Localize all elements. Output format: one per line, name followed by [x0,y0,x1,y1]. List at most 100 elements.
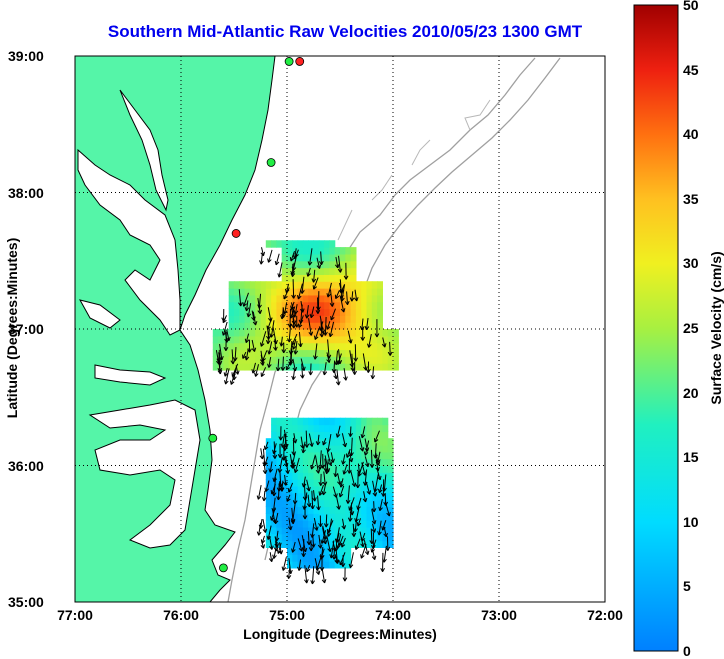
speed-cell [313,431,320,439]
speed-cell [302,335,309,344]
velocity-arrow [357,463,360,474]
speed-cell [377,540,383,548]
speed-cell [313,554,320,562]
speed-cell [281,240,288,248]
velocity-arrow [260,448,263,460]
speed-cell [271,533,277,542]
speed-cell [334,492,341,501]
speed-cell [297,547,304,555]
speed-cell [361,533,368,542]
speed-cell [302,445,309,453]
velocity-arrow [315,455,320,474]
velocity-arrowhead [280,366,286,371]
velocity-arrow [376,468,381,480]
radar-station-marker [218,563,228,573]
speed-cell [308,424,315,432]
velocity-arrowhead [276,549,282,554]
speed-cell [377,356,383,364]
velocity-arrow [351,353,354,372]
velocity-arrow [310,306,315,318]
velocity-arrow [288,558,292,574]
velocity-arrow [336,425,341,438]
velocity-arrowhead [279,487,285,492]
speed-cell [302,253,309,262]
velocity-arrowhead [366,490,372,495]
velocity-arrowhead [281,349,287,354]
speed-cell [329,499,336,508]
velocity-arrowhead [315,309,321,314]
speed-cell [334,322,341,330]
speed-cell [366,308,373,316]
velocity-arrow [281,308,284,320]
velocity-arrowhead [319,566,325,571]
speed-cell [345,533,352,542]
speed-cell [255,335,262,344]
speed-cell [308,451,315,460]
velocity-arrow [389,341,391,356]
velocity-arrow [361,462,366,476]
speed-cell [345,438,352,446]
velocity-arrow [290,348,293,363]
velocity-arrow [289,454,294,469]
velocity-arrowhead [345,499,351,504]
speed-cell [387,438,394,446]
speed-cell [308,335,315,344]
speed-cell [387,479,394,487]
velocity-arrow [269,461,273,473]
velocity-arrowhead [381,526,386,531]
speed-cell [340,281,346,289]
speed-cell [377,349,383,357]
speed-cell [276,492,283,501]
velocity-arrow [288,517,292,530]
speed-cell [308,513,315,521]
speed-cell [297,417,304,426]
speed-cell [361,329,368,337]
speed-cell [302,260,309,269]
velocity-arrowhead [360,554,365,559]
velocity-arrowhead [300,289,305,294]
speed-cell [334,294,341,303]
speed-cell [371,288,378,296]
speed-cell [281,513,288,521]
speed-cell [308,260,315,269]
speed-cell [329,267,336,275]
speed-cell [361,445,368,453]
velocity-arrow [288,482,294,493]
speed-cell [313,485,320,494]
speed-cell [249,335,256,344]
speed-cell [249,288,256,296]
radar-station-marker [266,158,276,167]
velocity-arrowhead [269,545,274,550]
velocity-arrowhead [330,315,335,321]
velocity-arrowhead [217,370,223,375]
speed-cell [387,342,394,351]
speed-cell [334,513,341,521]
speed-cell [350,260,357,269]
velocity-arrow [282,356,284,371]
velocity-arrowhead [223,346,229,352]
speed-cell [318,349,325,357]
velocity-arrowhead [312,285,318,290]
velocity-arrowhead [320,539,326,544]
velocity-arrowhead [364,447,370,452]
speed-cell [239,363,246,371]
velocity-arrow [371,523,376,533]
velocity-arrowhead [371,508,377,513]
speed-cell [308,465,315,473]
velocity-arrowhead [287,338,292,343]
speed-cell [276,472,283,480]
speed-cell [345,479,352,487]
speed-cell [308,520,315,528]
velocity-arrowhead [373,454,378,459]
velocity-arrow [349,426,352,437]
velocity-arrow [293,433,297,444]
velocity-arrow [336,496,340,510]
speed-cell [313,479,320,487]
velocity-arrow [382,337,386,348]
speed-cell [350,533,357,542]
speed-cell [287,424,293,432]
speed-cell [281,465,288,473]
speed-cell [377,315,383,323]
velocity-arrow [274,536,278,548]
speed-cell [234,315,240,323]
